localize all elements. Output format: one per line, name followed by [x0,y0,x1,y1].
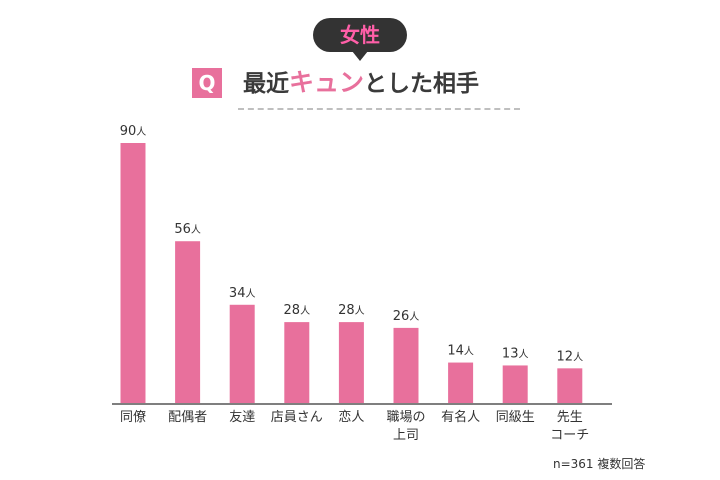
category-label-6: 有名人 [441,409,480,425]
category-label-0: 同僚 [120,410,146,425]
question-mark-icon: Q [192,68,222,98]
bar-5 [393,327,419,403]
bar-7 [502,365,528,403]
value-label-0: 90人 [120,124,147,139]
title-after: とした相手 [364,71,480,97]
chart-title: 最近キュンとした相手 [243,66,479,100]
category-label-4: 恋人 [338,409,364,425]
bar-6 [448,362,474,403]
bar-0 [120,143,146,403]
value-label-6: 14人 [447,344,474,359]
value-label-1: 56人 [174,222,201,237]
category-label-3: 店員さん [271,410,323,425]
value-label-8: 12人 [557,349,584,364]
bar-3 [284,322,310,403]
title-before: 最近 [243,71,289,97]
bar-8 [557,368,583,403]
value-label-2: 34人 [229,286,256,301]
category-label-2: 友達 [229,409,255,425]
title-highlight: キュン [289,68,365,97]
bar-4 [338,322,364,403]
sample-note: n=361 複数回答 [553,457,646,471]
gender-badge-label: 女性 [340,23,380,47]
value-label-3: 28人 [284,303,311,318]
title-divider [238,108,520,110]
category-label-8: 先生コーチ [550,410,589,443]
bar-2 [229,304,255,403]
value-label-4: 28人 [338,303,365,318]
gender-badge: 女性 [313,18,407,61]
value-label-5: 26人 [393,309,420,324]
value-label-7: 13人 [502,346,529,361]
category-label-7: 同級生 [496,410,535,425]
category-label-5: 職場の上司 [386,410,425,443]
bar-1 [175,241,201,403]
category-label-1: 配偶者 [168,410,207,425]
